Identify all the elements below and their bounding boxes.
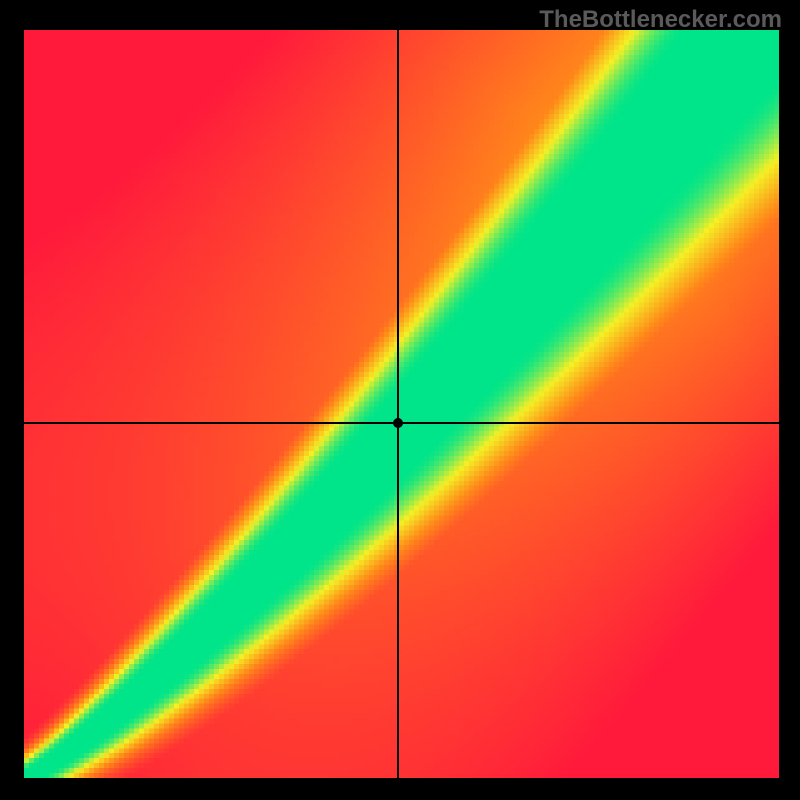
bottleneck-heatmap bbox=[24, 30, 779, 778]
chart-container: TheBottlenecker.com bbox=[0, 0, 800, 800]
crosshair-point bbox=[393, 418, 403, 428]
crosshair-vertical bbox=[397, 30, 399, 778]
